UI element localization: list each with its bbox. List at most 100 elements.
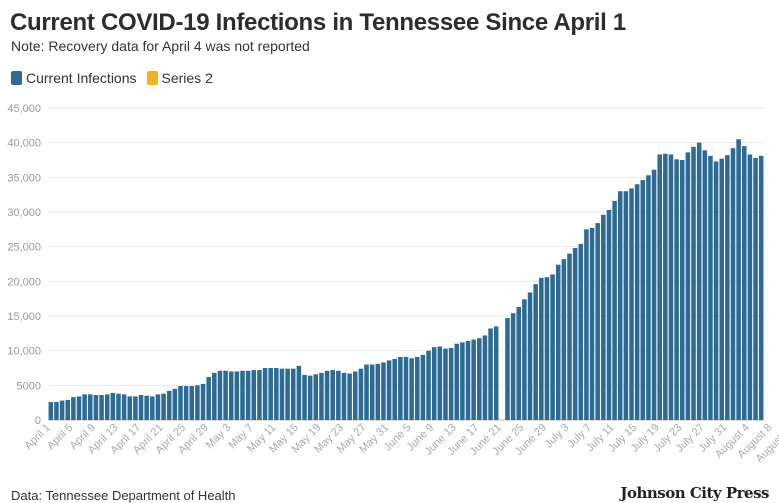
- bar: [274, 368, 279, 420]
- bar: [477, 338, 482, 420]
- bar: [420, 354, 426, 420]
- bar: [279, 368, 285, 420]
- bar: [482, 335, 488, 420]
- bar: [127, 396, 133, 420]
- bar: [245, 370, 251, 420]
- bar: [719, 158, 724, 420]
- bar: [736, 139, 741, 420]
- bar: [584, 229, 589, 420]
- y-tick-label: 30,000: [7, 207, 41, 219]
- bar: [228, 371, 234, 420]
- bar: [166, 390, 172, 420]
- bar: [567, 253, 572, 420]
- bar: [572, 248, 578, 420]
- x-tick-label: July 3: [543, 422, 572, 451]
- bar: [426, 350, 431, 420]
- bar: [200, 383, 206, 420]
- bar: [296, 365, 302, 420]
- bar: [217, 370, 223, 420]
- bar: [409, 358, 414, 420]
- bar: [657, 154, 662, 420]
- chart-title: Current COVID-19 Infections in Tennessee…: [10, 9, 626, 36]
- bar: [307, 375, 313, 420]
- bar: [691, 146, 696, 420]
- bar: [324, 370, 330, 420]
- bar: [110, 392, 116, 420]
- bar: [623, 191, 629, 420]
- bar: [121, 394, 127, 420]
- bar: [431, 347, 437, 420]
- bar: [223, 370, 228, 420]
- bar: [646, 175, 651, 420]
- bar: [753, 157, 758, 421]
- bar: [443, 348, 448, 420]
- y-tick-label: 40,000: [7, 138, 41, 150]
- bar: [144, 395, 149, 420]
- bar: [183, 386, 189, 420]
- y-tick-label: 0: [35, 415, 41, 427]
- publisher-logo: Johnson City Press: [620, 484, 769, 502]
- legend-swatch-series-2: [146, 71, 158, 85]
- bar: [555, 264, 561, 420]
- bar: [493, 326, 499, 420]
- bar: [539, 277, 544, 420]
- bar: [679, 160, 685, 420]
- bar: [76, 396, 82, 420]
- bar: [606, 209, 612, 420]
- bar: [708, 155, 713, 420]
- y-tick-label: 10,000: [7, 346, 41, 358]
- bar: [313, 374, 319, 420]
- y-tick-label: 15,000: [7, 311, 41, 323]
- bar: [138, 395, 144, 420]
- bar: [386, 360, 392, 420]
- bar: [155, 394, 161, 420]
- bar: [189, 386, 195, 420]
- y-tick-label: 5000: [17, 380, 41, 392]
- bar: [285, 368, 290, 420]
- bar: [488, 328, 493, 420]
- bar: [302, 374, 307, 420]
- bar: [685, 152, 691, 420]
- bar: [454, 343, 460, 420]
- bar: [674, 159, 679, 420]
- bar: [251, 370, 257, 420]
- legend: Current Infections Series 2: [11, 70, 213, 86]
- bar: [212, 372, 217, 420]
- bar: [381, 362, 386, 420]
- bar: [195, 385, 200, 420]
- y-tick-label: 35,000: [7, 172, 41, 184]
- bar: [448, 347, 454, 420]
- bar: [48, 401, 54, 420]
- bar: [561, 259, 567, 420]
- bar: [369, 364, 375, 420]
- bar: [522, 299, 527, 420]
- bar: [398, 356, 403, 420]
- y-tick-label: 20,000: [7, 276, 41, 288]
- bar: [99, 395, 104, 420]
- legend-item-series-2[interactable]: Series 2: [146, 70, 213, 86]
- bar: [471, 339, 476, 420]
- legend-label-series-2: Series 2: [161, 70, 213, 86]
- bar: [634, 184, 640, 420]
- y-tick-label: 45,000: [7, 103, 41, 115]
- bar: [730, 148, 736, 421]
- bar: [206, 377, 211, 420]
- bar: [601, 214, 606, 420]
- legend-item-current-infections[interactable]: Current Infections: [11, 70, 137, 86]
- bar: [758, 155, 764, 420]
- bar: [319, 372, 324, 420]
- bar: [612, 200, 617, 420]
- bar: [93, 395, 99, 420]
- bar: [88, 394, 93, 420]
- bar: [330, 370, 335, 420]
- bar: [595, 223, 600, 420]
- bar: [104, 394, 110, 420]
- bar: [71, 397, 76, 420]
- legend-label-current-infections: Current Infections: [26, 70, 137, 86]
- bar: [234, 371, 240, 420]
- bar: [589, 227, 595, 420]
- bar: [358, 368, 364, 420]
- bar: [550, 274, 555, 420]
- bar: [640, 180, 646, 420]
- bar: [262, 368, 268, 420]
